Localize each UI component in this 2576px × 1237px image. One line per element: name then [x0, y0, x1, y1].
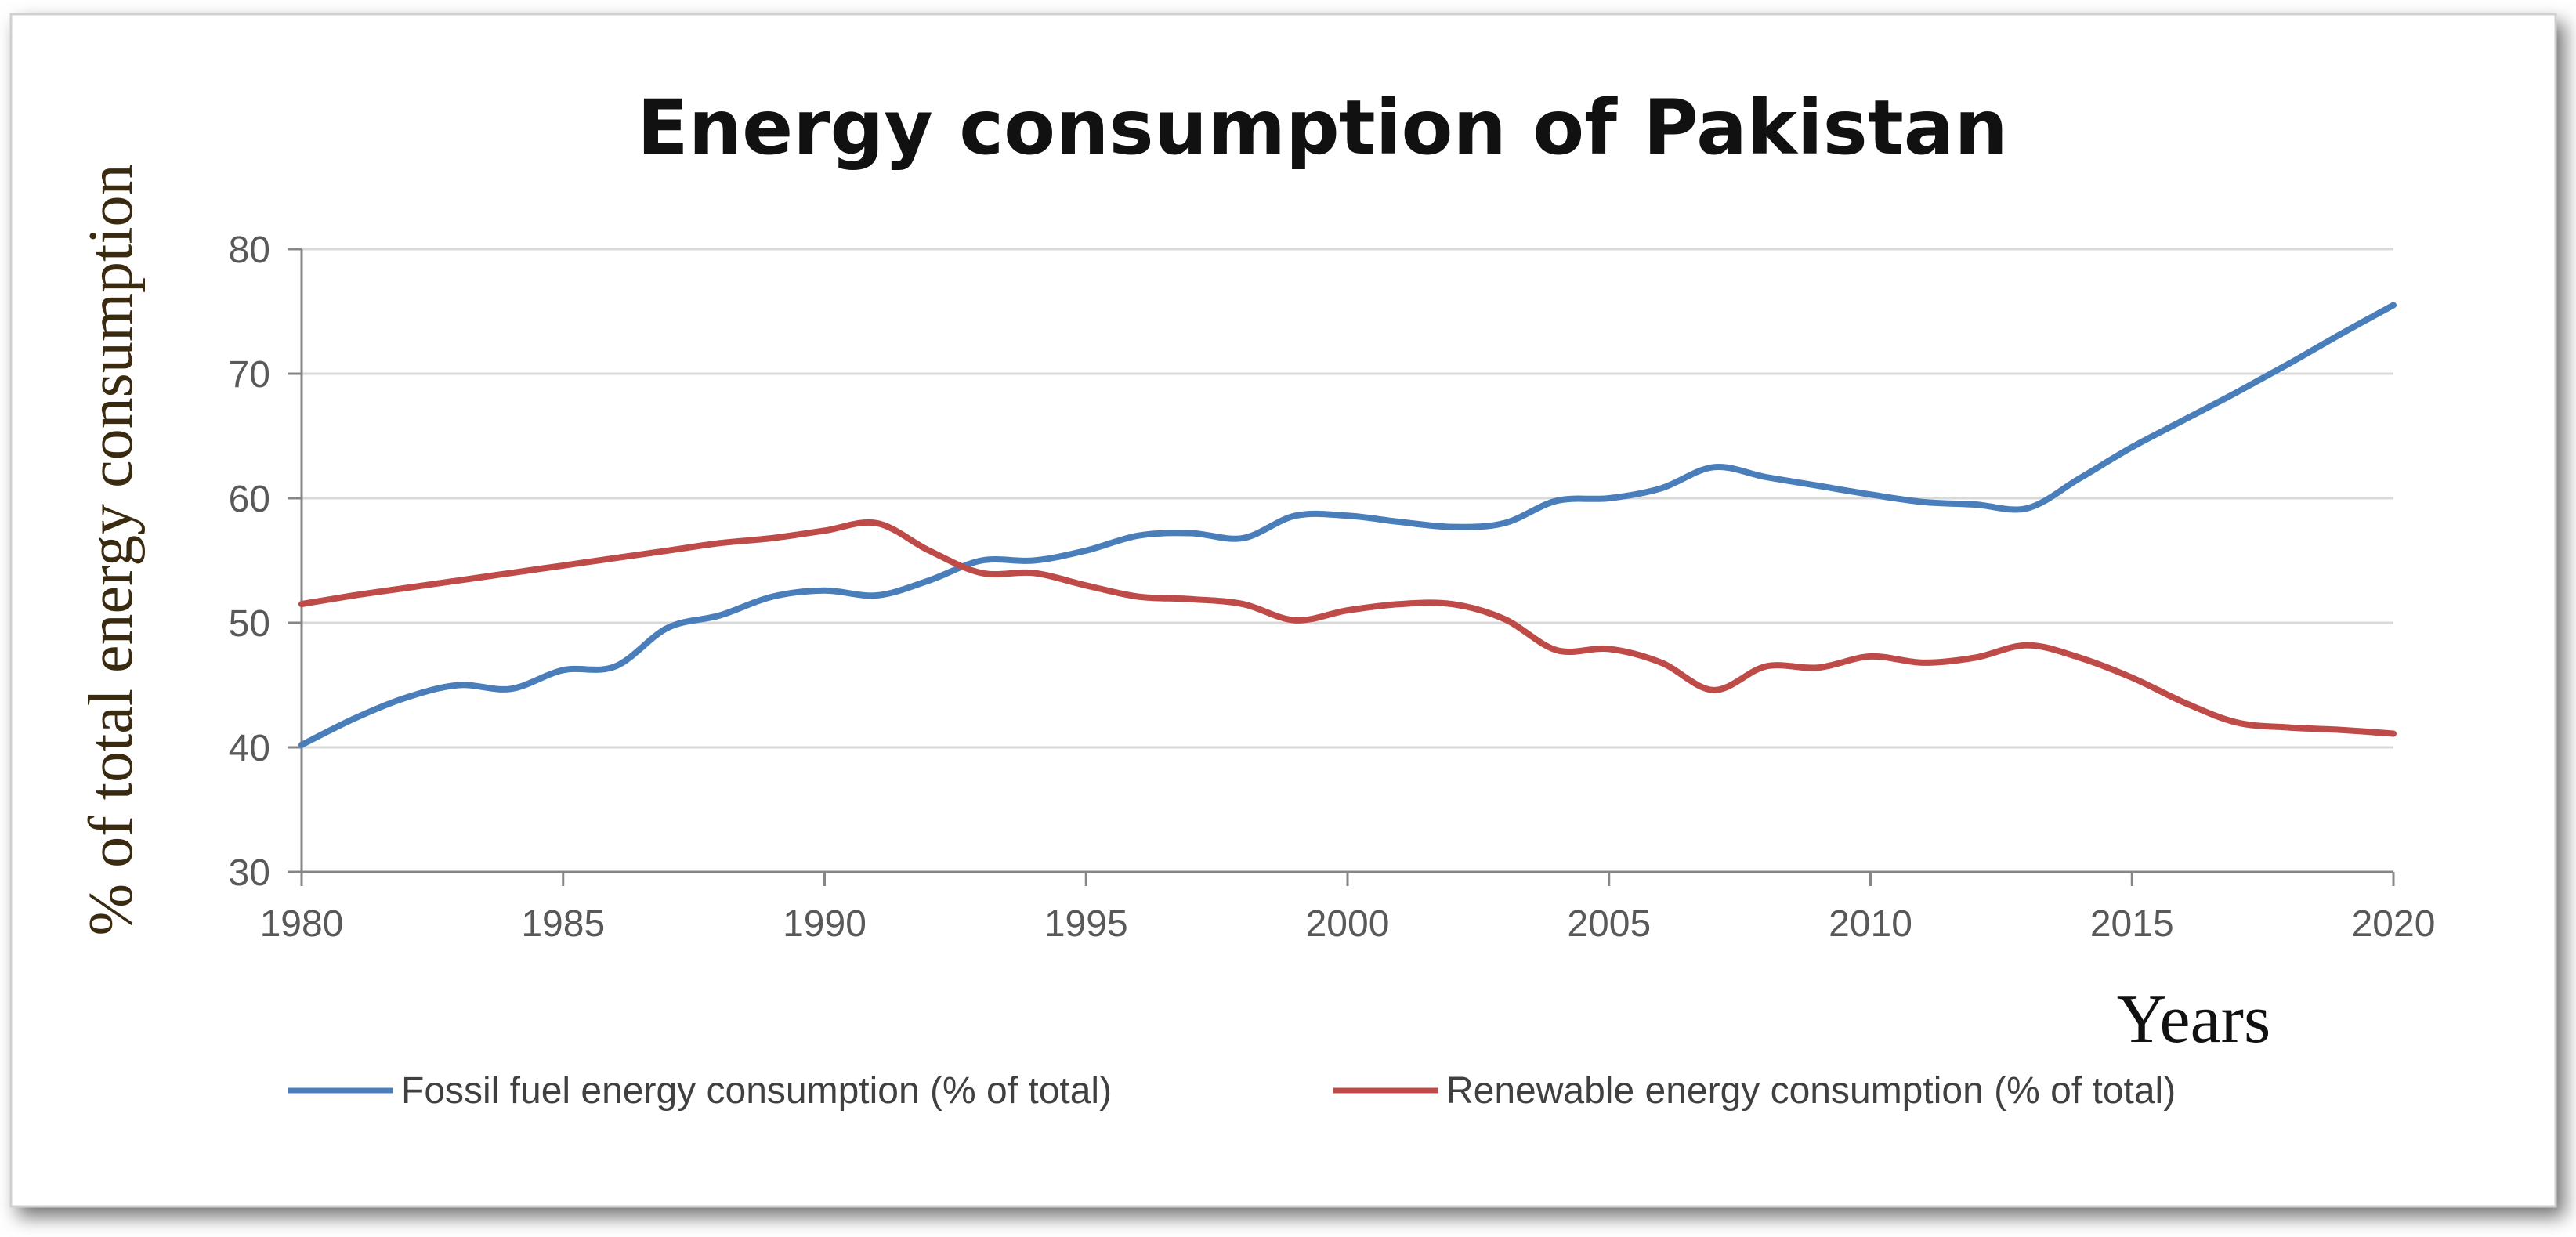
x-tick-label-2005: 2005	[1567, 903, 1651, 945]
legend-label-renewable: Renewable energy consumption (% of total…	[1446, 1070, 2176, 1112]
y-axis-ticks: 30 40 50 60 70 80	[229, 230, 302, 894]
chart-title: Energy consumption of Pakistan	[637, 84, 2008, 172]
series-lines	[298, 302, 2397, 748]
x-tick-label-2010: 2010	[1829, 903, 1912, 945]
x-axis-label: Years	[2117, 982, 2270, 1058]
y-tick-label-30: 30	[229, 852, 270, 894]
y-axis-label: % of total energy consumption	[77, 165, 146, 936]
x-tick-label-2000: 2000	[1306, 903, 1390, 945]
x-tick-label-2020: 2020	[2352, 903, 2436, 945]
gridlines	[302, 248, 2393, 749]
series-line-fossil-fuel	[298, 302, 2397, 748]
y-tick-label-40: 40	[229, 728, 270, 769]
y-tick-label-70: 70	[229, 354, 270, 396]
x-tick-label-1990: 1990	[783, 903, 867, 945]
x-tick-label-2015: 2015	[2090, 903, 2174, 945]
y-tick-label-60: 60	[229, 479, 270, 520]
x-axis-ticks: 1980 1985 1990 1995 2000 2005 2010 2015 2020	[260, 872, 2436, 945]
x-tick-label-1980: 1980	[260, 903, 344, 945]
y-tick-label-80: 80	[229, 230, 270, 271]
y-tick-label-50: 50	[229, 603, 270, 645]
x-tick-label-1985: 1985	[521, 903, 605, 945]
legend-label-fossil: Fossil fuel energy consumption (% of tot…	[401, 1070, 1112, 1112]
legend: Fossil fuel energy consumption (% of tot…	[288, 1070, 2176, 1112]
chart-frame	[9, 13, 2557, 1208]
series-line-renewable	[298, 519, 2397, 737]
x-tick-label-1995: 1995	[1044, 903, 1128, 945]
